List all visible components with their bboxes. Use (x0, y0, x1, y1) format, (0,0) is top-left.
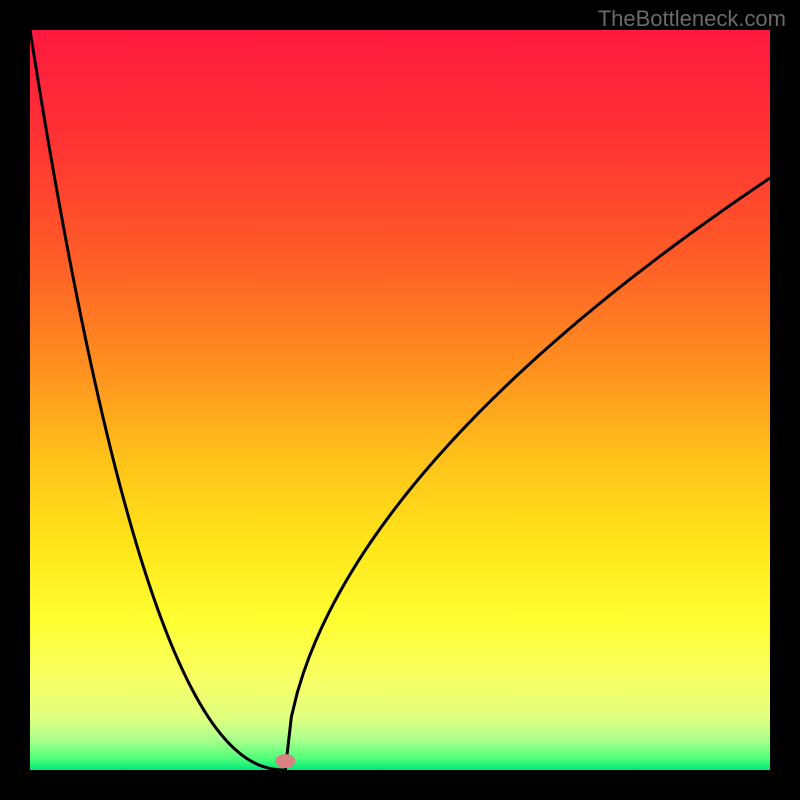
watermark-text: TheBottleneck.com (598, 6, 786, 32)
gradient-background (30, 30, 770, 770)
min-point-marker (275, 754, 295, 768)
chart-svg (30, 30, 770, 770)
plot-area (30, 30, 770, 770)
